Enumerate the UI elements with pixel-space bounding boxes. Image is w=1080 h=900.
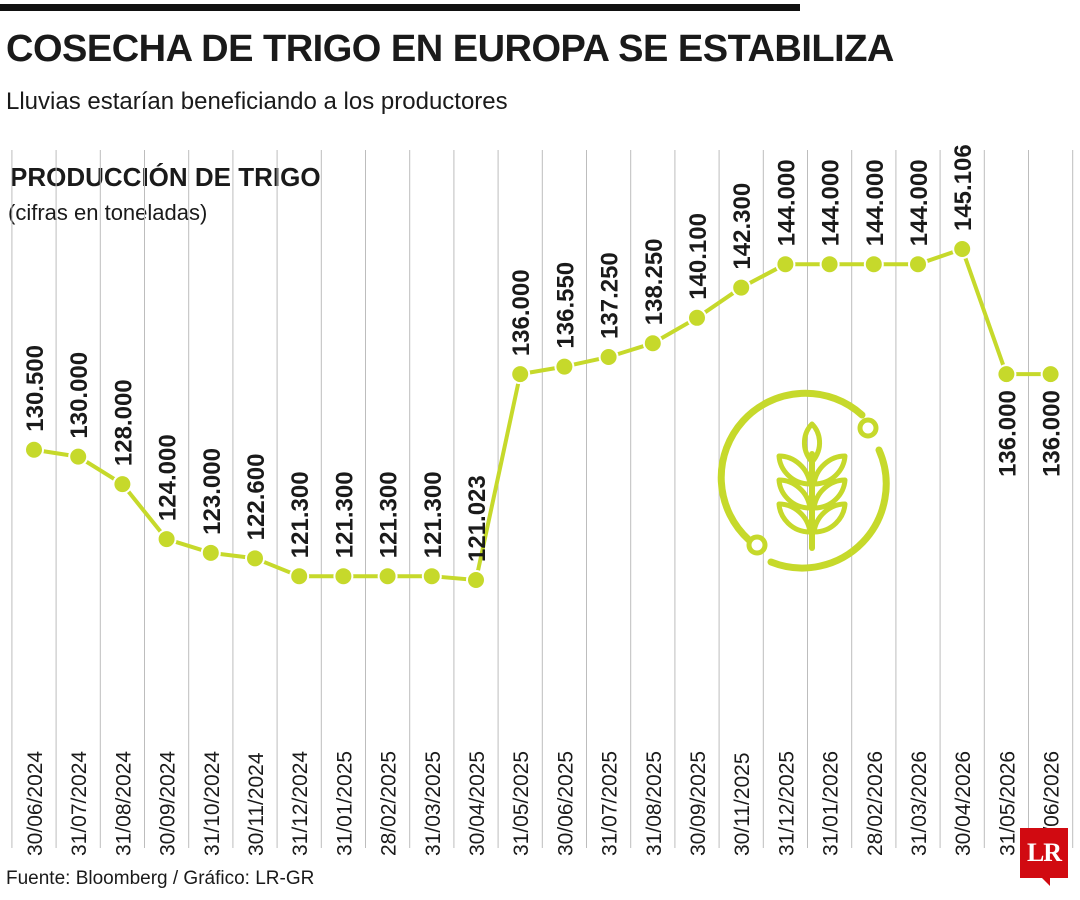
x-tick-label: 31/12/2024 <box>289 751 312 856</box>
data-point <box>112 474 133 495</box>
x-tick-label: 30/09/2025 <box>687 751 710 856</box>
x-tick-label: 30/06/2025 <box>554 751 577 856</box>
data-label: 144.000 <box>818 159 845 246</box>
x-tick-label: 31/05/2026 <box>996 751 1019 856</box>
x-tick-label: 31/08/2024 <box>112 751 135 856</box>
chart-title: PRODUCCIÓN DE TRIGO <box>10 162 321 192</box>
data-point <box>598 346 619 367</box>
data-label: 145.106 <box>950 144 977 231</box>
x-tick-label: 28/02/2025 <box>378 751 401 856</box>
data-point <box>156 529 177 550</box>
x-tick-labels: 30/06/2024 31/07/2024 31/08/2024 30/09/2024… <box>24 751 1064 856</box>
x-tick-label: 31/05/2025 <box>510 751 533 856</box>
data-label: 121.300 <box>331 471 358 558</box>
data-label: 144.000 <box>862 159 889 246</box>
data-point <box>687 307 707 328</box>
data-point <box>466 570 486 590</box>
data-label: 128.000 <box>110 379 137 466</box>
data-label: 140.100 <box>685 213 712 300</box>
data-label: 138.250 <box>641 238 668 325</box>
data-label: 136.000 <box>1039 390 1066 477</box>
data-point <box>421 566 442 587</box>
data-point <box>642 333 663 354</box>
wheat-icon <box>717 389 890 572</box>
x-tick-label: 31/07/2024 <box>68 751 91 856</box>
page-title: COSECHA DE TRIGO EN EUROPA SE ESTABILIZA <box>6 28 894 70</box>
data-point <box>289 566 310 587</box>
data-point <box>908 254 928 275</box>
data-point <box>996 364 1017 385</box>
data-label: 122.600 <box>243 454 270 541</box>
data-label: 142.300 <box>729 183 756 270</box>
source-note: Fuente: Bloomberg / Gráfico: LR-GR <box>6 868 315 889</box>
publisher-logo: LR <box>1020 828 1068 878</box>
data-point <box>775 254 796 275</box>
data-point <box>510 364 531 385</box>
data-label: 144.000 <box>906 159 933 246</box>
x-tick-label: 31/08/2025 <box>643 751 666 856</box>
data-label: 121.300 <box>287 471 314 558</box>
top-rule <box>0 4 800 11</box>
x-tick-label: 31/10/2024 <box>201 751 224 856</box>
data-point <box>24 439 44 460</box>
x-tick-label: 30/11/2024 <box>245 752 268 856</box>
x-tick-label: 31/01/2026 <box>820 751 843 856</box>
x-tick-label: 30/06/2024 <box>24 751 47 856</box>
data-point <box>554 356 575 377</box>
x-tick-label: 30/09/2024 <box>157 751 180 856</box>
data-label: 124.000 <box>155 434 182 521</box>
x-tick-label: 31/03/2025 <box>422 751 445 856</box>
data-label: 121.023 <box>464 475 491 562</box>
x-tick-label: 31/07/2025 <box>599 751 622 856</box>
x-tick-label: 31/01/2025 <box>333 751 356 856</box>
data-label: 130.500 <box>22 345 49 432</box>
data-label: 136.000 <box>508 269 535 356</box>
x-tick-label: 30/04/2026 <box>952 751 975 856</box>
data-label: 130.000 <box>66 352 93 439</box>
data-point <box>1040 364 1061 385</box>
x-tick-label: 30/04/2025 <box>466 751 489 856</box>
data-label: 123.000 <box>199 448 226 535</box>
data-point <box>731 277 752 298</box>
x-tick-label: 31/12/2025 <box>775 751 798 856</box>
gridlines <box>11 150 1074 848</box>
x-tick-label: 31/03/2026 <box>908 751 931 856</box>
data-label: 136.000 <box>994 390 1021 477</box>
data-label: 121.300 <box>376 471 403 558</box>
data-point <box>245 548 265 569</box>
chart-units: (cifras en toneladas) <box>8 200 208 225</box>
x-tick-label: 28/02/2026 <box>864 751 887 856</box>
data-point <box>952 239 973 259</box>
data-point <box>200 542 221 563</box>
page-subtitle: Lluvias estarían beneficiando a los prod… <box>6 88 508 115</box>
data-point <box>333 566 354 587</box>
data-label: 137.250 <box>597 252 624 339</box>
data-label: 136.550 <box>552 262 579 349</box>
data-label: 144.000 <box>773 159 800 246</box>
data-labels: 130.500 130.000 128.000 124.000 123.000 122.6… <box>22 144 1066 562</box>
data-point <box>377 566 398 587</box>
data-label: 121.300 <box>420 471 447 558</box>
data-point <box>68 446 89 467</box>
data-point <box>819 254 840 275</box>
logo-tail <box>1040 876 1050 886</box>
x-tick-label: 30/11/2025 <box>731 752 754 856</box>
data-points <box>24 239 1061 590</box>
data-point <box>863 254 884 275</box>
